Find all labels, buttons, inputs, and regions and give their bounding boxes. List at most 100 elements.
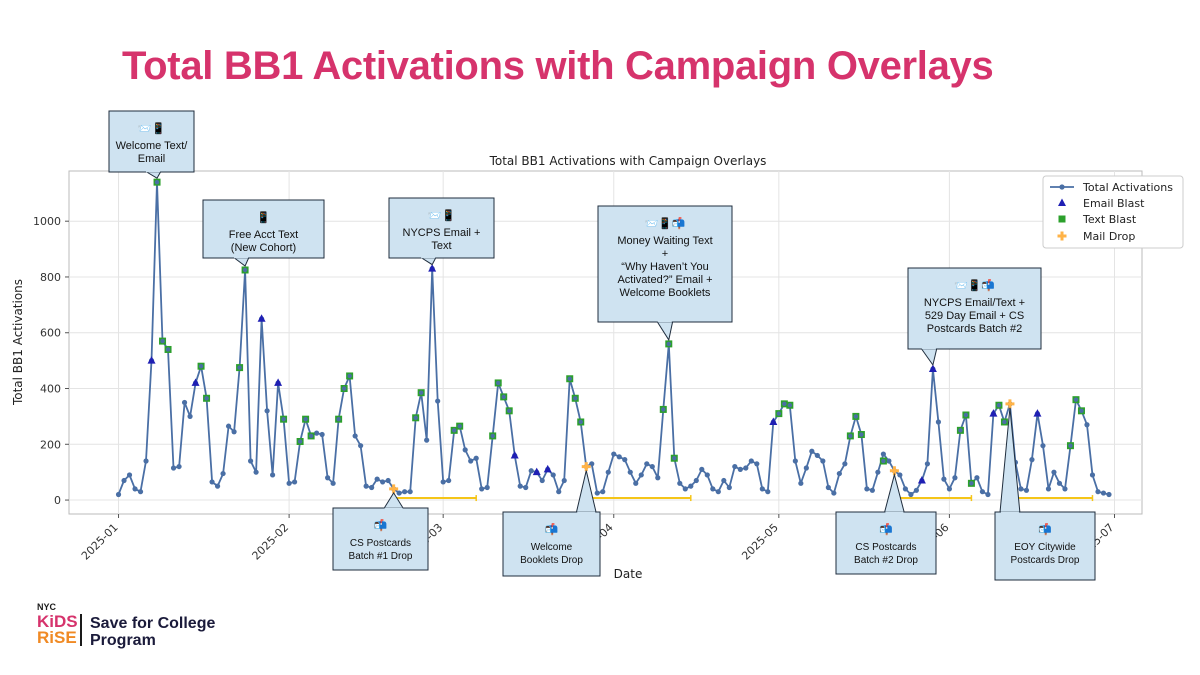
annotation-box bbox=[907, 267, 1042, 350]
data-point bbox=[247, 458, 254, 464]
annotation-text-line: Postcards Drop bbox=[1011, 555, 1080, 566]
data-point bbox=[869, 487, 875, 493]
data-point bbox=[798, 480, 804, 486]
data-point bbox=[748, 458, 754, 464]
data-point bbox=[1095, 489, 1101, 495]
data-point bbox=[539, 477, 545, 484]
annotation-text-line: “Why Haven’t You bbox=[621, 261, 708, 273]
annotation-text-line: NYCPS Email/Text + bbox=[924, 297, 1025, 309]
data-point bbox=[176, 463, 182, 470]
data-point bbox=[792, 458, 798, 464]
annotation-text-line: Activated?” Email + bbox=[617, 274, 712, 286]
data-point-overlay bbox=[418, 390, 424, 395]
data-point bbox=[407, 489, 413, 495]
data-point-overlay bbox=[776, 411, 782, 416]
data-point bbox=[732, 463, 738, 470]
data-point bbox=[528, 468, 534, 474]
data-point-overlay bbox=[160, 338, 165, 344]
data-point bbox=[737, 466, 743, 472]
text-blast-marker bbox=[1058, 215, 1066, 223]
mail-drop-marker bbox=[889, 466, 899, 476]
data-point bbox=[974, 475, 980, 481]
data-point-overlay bbox=[347, 373, 352, 379]
legend-entry-label: Email Blast bbox=[1083, 197, 1145, 210]
email-blast-marker bbox=[769, 417, 778, 425]
data-point bbox=[633, 480, 639, 486]
email-blast-marker bbox=[1033, 409, 1042, 417]
data-point bbox=[523, 484, 529, 491]
data-point bbox=[908, 491, 914, 498]
data-point bbox=[699, 466, 705, 472]
data-point bbox=[754, 461, 760, 467]
data-point bbox=[314, 430, 320, 436]
data-point bbox=[814, 452, 820, 459]
data-point bbox=[649, 463, 655, 470]
annotation-text-line: (New Cohort) bbox=[231, 242, 296, 254]
data-point-overlay bbox=[661, 407, 666, 412]
data-point-overlay bbox=[501, 394, 506, 400]
campaign-annotation: 📨📱📬 NYCPS Email/Text +529 Day Email + CSP… bbox=[907, 267, 1042, 367]
data-point bbox=[897, 472, 903, 478]
data-point bbox=[627, 469, 633, 475]
data-point bbox=[616, 454, 622, 460]
data-point bbox=[440, 479, 446, 485]
data-point bbox=[286, 480, 292, 486]
data-point bbox=[638, 472, 644, 478]
slide-title: Total BB1 Activations with Campaign Over… bbox=[122, 44, 994, 88]
data-point bbox=[842, 461, 848, 467]
data-point-overlay bbox=[496, 380, 501, 386]
data-point bbox=[880, 451, 886, 457]
data-point-overlay bbox=[567, 376, 572, 381]
data-point bbox=[396, 490, 402, 496]
annotation-text-line: + bbox=[662, 248, 668, 260]
annotation-icons: 📨📱 bbox=[138, 122, 165, 135]
data-point bbox=[1018, 486, 1024, 492]
data-point bbox=[924, 461, 931, 467]
mail-drop-marker bbox=[389, 484, 399, 494]
annotation-text-line: Batch #2 Drop bbox=[854, 555, 918, 566]
annotation-box bbox=[108, 110, 195, 173]
x-tick-label: 2025-05 bbox=[739, 521, 781, 563]
annotation-text-line: Money Waiting Text bbox=[617, 235, 712, 247]
data-point-overlay bbox=[204, 396, 209, 401]
annotation-text-line: Welcome bbox=[531, 542, 573, 553]
data-point bbox=[875, 469, 881, 475]
data-point bbox=[363, 483, 369, 489]
data-point bbox=[743, 465, 749, 471]
data-point bbox=[803, 465, 809, 471]
data-point-overlay bbox=[237, 365, 242, 370]
data-point bbox=[809, 448, 815, 454]
annotation-text-line: Batch #1 Drop bbox=[349, 551, 413, 562]
email-blast-marker bbox=[917, 476, 926, 484]
data-point bbox=[831, 490, 837, 496]
data-point bbox=[220, 470, 226, 477]
email-blast-marker bbox=[191, 378, 200, 386]
data-point bbox=[688, 483, 694, 489]
data-point bbox=[187, 413, 193, 419]
data-point-overlay bbox=[853, 414, 859, 419]
email-blast-marker bbox=[543, 464, 552, 473]
campaign-annotations: 📨📱 Welcome Text/Email 📱 Free Acct Text(New … bbox=[108, 110, 1096, 581]
data-point bbox=[484, 484, 490, 491]
data-point bbox=[231, 429, 237, 435]
data-point bbox=[704, 472, 710, 478]
email-blast-marker bbox=[147, 356, 156, 364]
data-point-overlay bbox=[165, 347, 171, 352]
data-point bbox=[269, 472, 276, 478]
legend-entry-label: Text Blast bbox=[1082, 213, 1137, 226]
data-point bbox=[1106, 491, 1112, 498]
annotation-box bbox=[202, 199, 325, 259]
data-point bbox=[721, 477, 727, 484]
data-point bbox=[209, 479, 215, 485]
data-point bbox=[600, 489, 606, 495]
activations-chart: Total BB1 Activations with Campaign Over… bbox=[11, 110, 1184, 581]
data-point-overlay bbox=[154, 179, 160, 185]
data-point-overlay bbox=[958, 428, 963, 433]
legend-entry-label: Mail Drop bbox=[1083, 230, 1135, 243]
logo-program-line-2: Program bbox=[90, 632, 156, 649]
data-point bbox=[264, 408, 270, 414]
y-axis-label: Total BB1 Activations bbox=[11, 279, 25, 406]
data-point bbox=[1100, 490, 1107, 496]
data-point bbox=[985, 491, 991, 498]
data-point bbox=[143, 458, 149, 464]
